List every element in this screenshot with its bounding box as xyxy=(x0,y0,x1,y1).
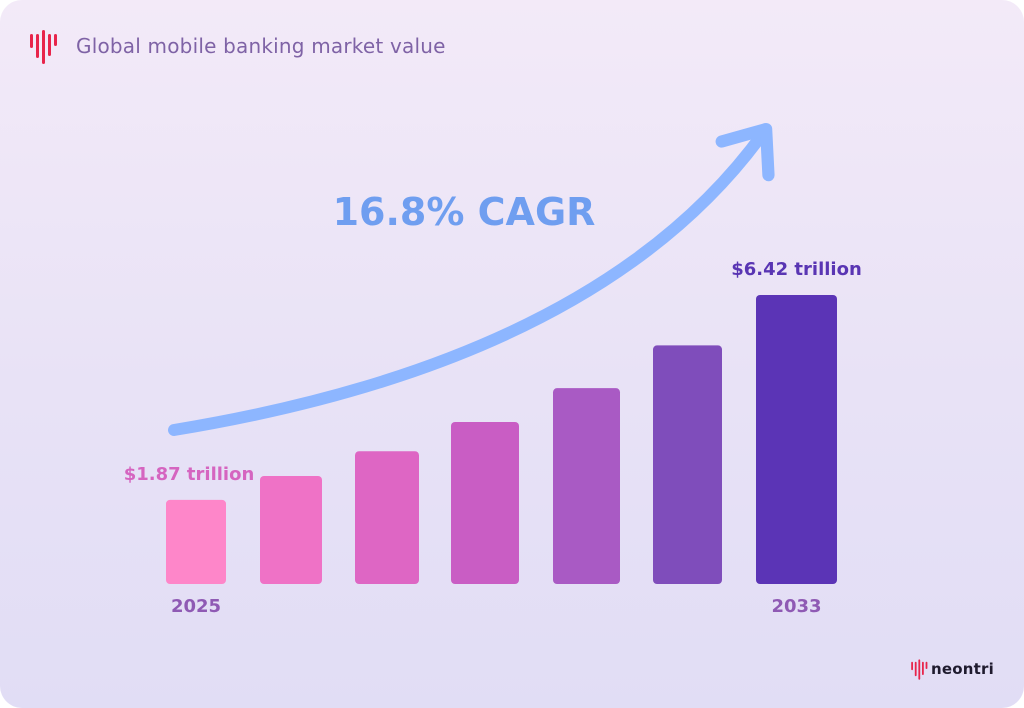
bars xyxy=(166,295,837,584)
data-label-6: $6.42 trillion xyxy=(731,259,862,280)
bar-5 xyxy=(653,345,722,584)
cagr-annotation: 16.8% CAGR xyxy=(333,190,596,234)
bar-0 xyxy=(166,499,226,584)
trend-arrow xyxy=(168,122,775,436)
neontri-logo-icon xyxy=(911,659,928,680)
bar-1 xyxy=(260,475,322,584)
bar-2 xyxy=(355,451,419,584)
x-tick-labels: 2025 2033 xyxy=(171,596,822,617)
bar-4 xyxy=(553,388,620,584)
x-tick-label-6: 2033 xyxy=(771,596,821,617)
data-labels: $1.87 trillion $6.42 trillion xyxy=(124,259,862,485)
neontri-logo-icon xyxy=(30,30,57,64)
bar-3 xyxy=(451,421,519,584)
page-title: Global mobile banking market value xyxy=(76,34,446,58)
header: Global mobile banking market value xyxy=(28,28,446,64)
data-label-0: $1.87 trillion xyxy=(124,464,255,485)
x-tick-label-0: 2025 xyxy=(171,596,221,617)
brand-name: neontri xyxy=(931,660,994,678)
bar-6 xyxy=(756,295,837,584)
brand-logo: neontri xyxy=(910,658,994,680)
